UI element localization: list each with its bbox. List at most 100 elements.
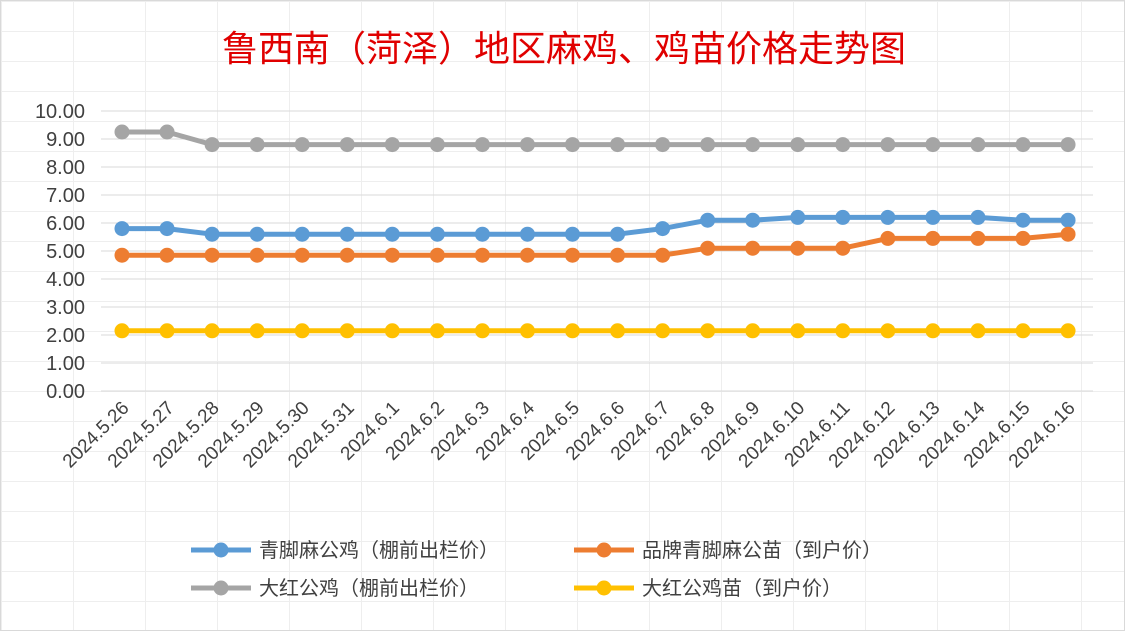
data-point: [700, 212, 716, 228]
data-point: [429, 323, 445, 339]
data-point: [880, 323, 896, 339]
data-point: [1015, 137, 1031, 153]
data-point: [429, 247, 445, 263]
legend-item: 品牌青脚麻公苗（到户价）: [574, 538, 882, 562]
data-point: [1015, 212, 1031, 228]
data-point: [249, 137, 265, 153]
legend-label: 品牌青脚麻公苗（到户价）: [642, 538, 882, 562]
data-point: [745, 240, 761, 256]
data-point: [655, 323, 671, 339]
data-point: [1060, 323, 1076, 339]
data-point: [790, 209, 806, 225]
y-tick-label: 5.00: [46, 241, 85, 263]
data-point: [925, 137, 941, 153]
data-point: [249, 247, 265, 263]
legend-swatch-marker: [596, 580, 612, 596]
legend-swatch-marker: [596, 542, 612, 558]
data-point: [384, 137, 400, 153]
data-point: [159, 124, 175, 140]
data-point: [474, 247, 490, 263]
data-point: [1060, 137, 1076, 153]
data-point: [429, 226, 445, 242]
data-point: [880, 137, 896, 153]
data-point: [384, 247, 400, 263]
y-tick-label: 7.00: [46, 185, 85, 207]
y-tick-label: 6.00: [46, 213, 85, 235]
data-point: [970, 209, 986, 225]
data-point: [745, 323, 761, 339]
legend-swatch-marker: [213, 542, 229, 558]
y-tick-label: 4.00: [46, 269, 85, 291]
y-tick-label: 8.00: [46, 157, 85, 179]
data-point: [294, 247, 310, 263]
data-point: [474, 137, 490, 153]
data-point: [519, 137, 535, 153]
data-point: [610, 137, 626, 153]
data-point: [204, 247, 220, 263]
data-point: [790, 240, 806, 256]
data-point: [835, 209, 851, 225]
data-point: [655, 247, 671, 263]
data-point: [1015, 230, 1031, 246]
legend-label: 大红公鸡苗（到户价）: [642, 576, 842, 600]
data-point: [474, 226, 490, 242]
data-point: [970, 323, 986, 339]
legend-label: 青脚麻公鸡（棚前出栏价）: [259, 538, 499, 562]
data-point: [474, 323, 490, 339]
data-point: [925, 209, 941, 225]
y-tick-label: 2.00: [46, 325, 85, 347]
data-point: [294, 226, 310, 242]
y-tick-label: 1.00: [46, 353, 85, 375]
data-point: [1060, 212, 1076, 228]
data-point: [339, 226, 355, 242]
data-point: [339, 323, 355, 339]
series-2: [114, 226, 1076, 263]
data-point: [970, 137, 986, 153]
data-point: [294, 323, 310, 339]
data-point: [159, 221, 175, 237]
data-point: [114, 221, 130, 237]
y-tick-label: 0.00: [46, 381, 85, 403]
data-point: [565, 137, 580, 153]
data-point: [519, 323, 535, 339]
y-tick-label: 10.00: [35, 101, 85, 123]
data-point: [204, 323, 220, 339]
data-point: [745, 137, 761, 153]
data-point: [384, 226, 400, 242]
legend-label: 大红公鸡（棚前出栏价）: [259, 576, 479, 600]
data-point: [159, 323, 175, 339]
data-point: [204, 137, 220, 153]
data-point: [114, 247, 130, 263]
data-point: [204, 226, 220, 242]
series-line: [119, 214, 1071, 237]
series-4: [114, 323, 1076, 339]
data-point: [925, 230, 941, 246]
data-point: [114, 124, 130, 140]
data-point: [339, 247, 355, 263]
data-point: [1015, 323, 1031, 339]
legend: 青脚麻公鸡（棚前出栏价） 品牌青脚麻公苗（到户价） 大红公鸡（棚前出栏价） 大红公鸡苗…: [191, 538, 882, 600]
data-point: [249, 226, 265, 242]
data-point: [1060, 226, 1076, 242]
data-point: [565, 247, 580, 263]
legend-item: 青脚麻公鸡（棚前出栏价）: [191, 538, 499, 562]
gridlines: [101, 110, 1093, 392]
data-point: [835, 137, 851, 153]
series-line: [119, 129, 1071, 148]
data-point: [565, 226, 580, 242]
legend-swatch-marker: [213, 580, 229, 596]
data-point: [339, 137, 355, 153]
series-1: [114, 209, 1076, 242]
data-point: [610, 247, 626, 263]
data-point: [970, 230, 986, 246]
y-tick-label: 9.00: [46, 129, 85, 151]
data-point: [700, 323, 716, 339]
y-tick-label: 3.00: [46, 297, 85, 319]
data-point: [610, 323, 626, 339]
data-point: [249, 323, 265, 339]
legend-item: 大红公鸡（棚前出栏价）: [191, 576, 479, 600]
data-point: [745, 212, 761, 228]
y-axis-ticks: 0.00 1.00 2.00 3.00 4.00 5.00 6.00 7.00 8.00 9.00…: [35, 101, 85, 403]
